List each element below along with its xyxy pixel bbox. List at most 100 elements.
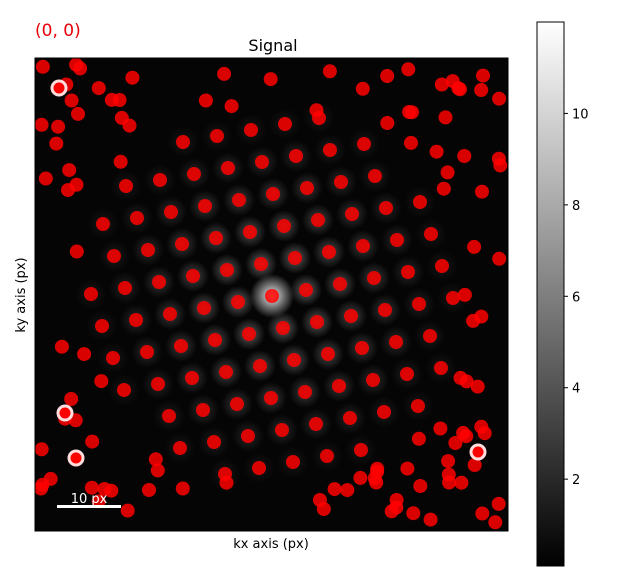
peak-marker <box>207 435 221 449</box>
peak-marker <box>35 59 50 74</box>
peak-marker <box>129 313 143 327</box>
peak-marker <box>153 173 167 187</box>
peak-marker <box>311 213 325 227</box>
peak-marker <box>491 496 506 511</box>
peak-marker <box>210 129 224 143</box>
peak-marker <box>277 219 291 233</box>
peak-marker <box>441 454 456 469</box>
peak-marker <box>424 227 438 241</box>
peak-marker <box>69 177 84 192</box>
peak-marker <box>333 277 347 291</box>
peak-marker <box>368 169 382 183</box>
peak-marker <box>467 239 482 254</box>
peak-marker <box>345 207 359 221</box>
peak-marker <box>323 143 337 157</box>
colorbar-tick-label: 4 <box>572 382 580 397</box>
colorbar: 2 4 6 8 10 <box>536 21 589 567</box>
highlighted-peak-marker <box>67 449 85 467</box>
peak-marker <box>343 411 357 425</box>
peak-marker <box>71 106 85 121</box>
peak-marker <box>379 201 393 215</box>
peak-marker <box>112 93 127 107</box>
peak-marker <box>140 345 154 359</box>
peak-marker <box>148 452 163 467</box>
plot-frame <box>34 57 509 532</box>
peak-marker <box>231 295 245 309</box>
peak-marker <box>176 135 190 149</box>
colorbar-gradient <box>536 21 565 567</box>
peak-marker <box>263 72 278 87</box>
peak-marker <box>440 165 455 180</box>
peak-marker <box>152 275 166 289</box>
peak-marker <box>412 297 426 311</box>
peak-marker <box>413 195 427 209</box>
peak-marker <box>327 482 342 497</box>
signal-image[interactable] <box>34 57 509 532</box>
highlighted-peak-marker <box>50 79 68 97</box>
peak-marker <box>334 175 348 189</box>
peak-marker <box>474 419 489 434</box>
peak-marker <box>369 475 384 490</box>
peak-marker <box>451 81 466 96</box>
peak-marker <box>380 116 395 130</box>
peak-marker <box>457 149 472 163</box>
highlighted-peak-marker <box>469 443 487 461</box>
peak-marker <box>113 154 128 169</box>
peak-marker <box>492 91 507 106</box>
peak-marker <box>321 347 335 361</box>
peak-marker <box>197 301 211 315</box>
peak-marker <box>51 119 66 134</box>
peak-marker <box>400 367 414 381</box>
peak-marker <box>298 385 312 399</box>
peak-marker <box>243 225 257 239</box>
peak-marker <box>340 483 355 498</box>
peak-marker <box>35 117 49 132</box>
colorbar-tick-label: 10 <box>572 107 589 122</box>
peak-marker <box>320 449 334 463</box>
peak-marker <box>54 339 69 354</box>
peak-marker <box>474 309 489 324</box>
peak-marker <box>69 244 84 259</box>
peak-marker <box>433 421 448 436</box>
peak-marker <box>49 136 64 151</box>
peak-marker <box>198 199 212 213</box>
peak-marker <box>380 69 395 83</box>
peak-marker <box>241 429 255 443</box>
peak-marker <box>94 374 109 389</box>
peak-marker <box>332 379 346 393</box>
peak-marker <box>278 117 292 131</box>
peak-marker <box>356 239 370 253</box>
peak-marker <box>173 441 187 455</box>
peak-marker <box>125 70 140 85</box>
peak-marker <box>355 341 369 355</box>
peak-marker <box>322 64 337 79</box>
peak-marker <box>117 383 131 397</box>
highlighted-peak-marker <box>56 404 74 422</box>
peak-marker <box>232 193 246 207</box>
peak-marker <box>354 443 368 457</box>
peak-marker <box>300 181 314 195</box>
peak-marker <box>299 283 313 297</box>
peak-marker <box>209 231 223 245</box>
peak-marker <box>289 149 303 163</box>
peak-marker <box>286 455 300 469</box>
peak-marker <box>310 315 324 329</box>
peak-marker <box>164 205 178 219</box>
peak-marker <box>288 251 302 265</box>
peak-marker <box>163 307 177 321</box>
peak-marker <box>141 243 155 257</box>
peak-marker <box>401 265 415 279</box>
x-axis-label: kx axis (px) <box>233 537 309 552</box>
peak-marker <box>411 399 425 413</box>
peak-marker <box>438 110 453 125</box>
peak-marker <box>91 81 106 96</box>
peak-marker <box>413 479 428 493</box>
peak-marker <box>106 351 120 365</box>
peak-marker <box>221 161 235 175</box>
peak-marker <box>474 83 489 97</box>
scale-bar: 10 px <box>57 492 121 508</box>
peak-marker <box>434 361 448 375</box>
peak-marker <box>95 319 109 333</box>
peak-marker <box>401 62 416 77</box>
